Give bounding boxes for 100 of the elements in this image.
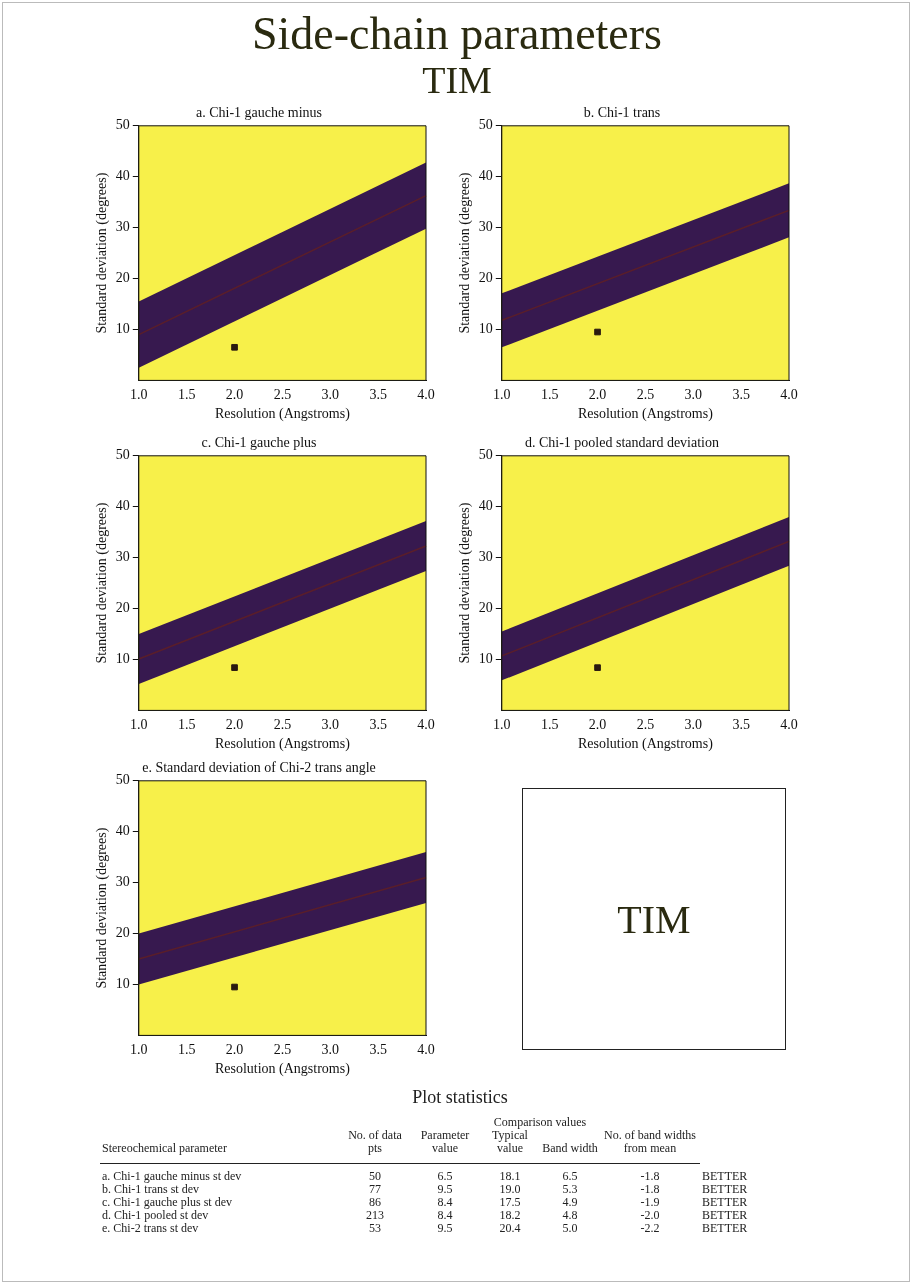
text: 19.0: [498, 1182, 522, 1196]
text: BETTER: [701, 1208, 749, 1222]
x-tick-label: 4.0: [780, 717, 798, 733]
x-tick-label: 3.0: [321, 387, 340, 403]
x-tick-label: 1.5: [177, 387, 196, 403]
y-axis-title: Standard deviation (degrees): [94, 502, 111, 664]
x-tick-label: 3.5: [369, 717, 387, 733]
y-tick-label: 30: [115, 874, 130, 890]
text: b. Chi-1 trans st dev: [101, 1182, 200, 1196]
y-tick-label: 30: [478, 219, 493, 235]
x-tick-label: 2.5: [273, 1042, 292, 1058]
x-tick-label: 2.0: [588, 717, 607, 733]
y-tick-label: 40: [115, 498, 130, 514]
text: 5.0: [561, 1221, 579, 1235]
y-tick-label: 10: [478, 651, 493, 667]
chart-title: b. Chi-1 trans: [583, 105, 661, 121]
chart-title: d. Chi-1 pooled standard deviation: [524, 435, 720, 451]
text: d. Chi-1 pooled st dev: [101, 1208, 210, 1222]
y-tick-label: 40: [478, 168, 493, 184]
text: 6.5: [436, 1169, 454, 1183]
y-tick-label: 30: [115, 549, 130, 565]
text: 213: [365, 1208, 385, 1222]
chart-title: c. Chi-1 gauche plus: [201, 435, 317, 451]
y-tick-label: 20: [115, 270, 130, 286]
text: 4.9: [561, 1195, 579, 1209]
x-axis-title: Resolution (Angstroms): [577, 736, 714, 753]
text: 8.4: [436, 1195, 454, 1209]
y-axis-title: Standard deviation (degrees): [457, 172, 474, 334]
x-tick-label: 2.0: [225, 717, 244, 733]
x-tick-label: 3.5: [369, 387, 387, 403]
x-tick-label: 3.0: [684, 387, 703, 403]
chart-title: a. Chi-1 gauche minus: [196, 105, 322, 121]
x-tick-label: 4.0: [417, 717, 435, 733]
y-tick-label: 50: [115, 447, 130, 463]
text: 18.2: [498, 1208, 522, 1222]
y-tick-label: 20: [115, 925, 130, 941]
y-tick-label: 10: [115, 321, 130, 337]
text: 77: [368, 1182, 382, 1196]
y-tick-label: 10: [115, 651, 130, 667]
x-tick-label: 3.0: [321, 1042, 340, 1058]
x-axis-title: Resolution (Angstroms): [577, 406, 714, 423]
text: -1.8: [639, 1182, 661, 1196]
x-tick-label: 4.0: [417, 1042, 435, 1058]
x-tick-label: 1.5: [540, 387, 559, 403]
text: BETTER: [701, 1182, 749, 1196]
text: Plot statistics: [411, 1087, 509, 1108]
y-tick-label: 10: [115, 976, 130, 992]
x-tick-label: 2.5: [273, 717, 292, 733]
x-axis-title: Resolution (Angstroms): [214, 736, 351, 753]
text: -1.9: [639, 1195, 661, 1209]
y-axis-title: Standard deviation (degrees): [94, 172, 111, 334]
text: 86: [368, 1195, 382, 1209]
text: 6.5: [561, 1169, 579, 1183]
text: TIM: [522, 788, 786, 1050]
y-tick-label: 40: [478, 498, 493, 514]
x-tick-label: 1.5: [177, 1042, 196, 1058]
x-axis-title: Resolution (Angstroms): [214, 1061, 351, 1078]
y-axis-title: Standard deviation (degrees): [457, 502, 474, 664]
x-tick-label: 1.0: [130, 387, 148, 403]
text: 9.5: [436, 1182, 454, 1196]
y-tick-label: 40: [115, 823, 130, 839]
x-tick-label: 2.0: [225, 387, 244, 403]
x-tick-label: 3.0: [321, 717, 340, 733]
x-tick-label: 4.0: [417, 387, 435, 403]
text: No. of band widths from mean: [603, 1128, 697, 1157]
y-tick-label: 50: [115, 117, 130, 133]
y-tick-label: 10: [478, 321, 493, 337]
text: 18.1: [498, 1169, 522, 1183]
text: 9.5: [436, 1221, 454, 1235]
text: Stereochemical parameter: [101, 1141, 228, 1157]
y-tick-label: 50: [115, 772, 130, 788]
x-tick-label: 1.0: [493, 387, 511, 403]
text: c. Chi-1 gauche plus st dev: [101, 1195, 233, 1209]
y-tick-label: 50: [478, 447, 493, 463]
text: -2.2: [639, 1221, 661, 1235]
text: 8.4: [436, 1208, 454, 1222]
x-tick-label: 1.5: [540, 717, 559, 733]
text: No. of data pts: [347, 1128, 403, 1157]
text: Typical value: [491, 1128, 528, 1157]
text: -2.0: [639, 1208, 661, 1222]
x-tick-label: 2.0: [588, 387, 607, 403]
text: Comparison values: [492, 1115, 588, 1129]
text: BETTER: [701, 1195, 749, 1209]
text: e. Chi-2 trans st dev: [101, 1221, 200, 1235]
y-tick-label: 20: [115, 600, 130, 616]
x-tick-label: 2.5: [273, 387, 292, 403]
text: -1.8: [639, 1169, 661, 1183]
text: BETTER: [701, 1221, 749, 1235]
text: 53: [368, 1221, 382, 1235]
x-tick-label: 2.0: [225, 1042, 244, 1058]
x-tick-label: 4.0: [780, 387, 798, 403]
text: BETTER: [701, 1169, 749, 1183]
text: TIM: [421, 59, 493, 101]
text: Side-chain parameters: [251, 8, 663, 60]
x-tick-label: 3.5: [732, 717, 750, 733]
x-tick-label: 3.0: [684, 717, 703, 733]
text: 5.3: [561, 1182, 579, 1196]
text: 17.5: [498, 1195, 522, 1209]
text: Band width: [541, 1141, 599, 1157]
text: Parameter value: [419, 1128, 471, 1157]
